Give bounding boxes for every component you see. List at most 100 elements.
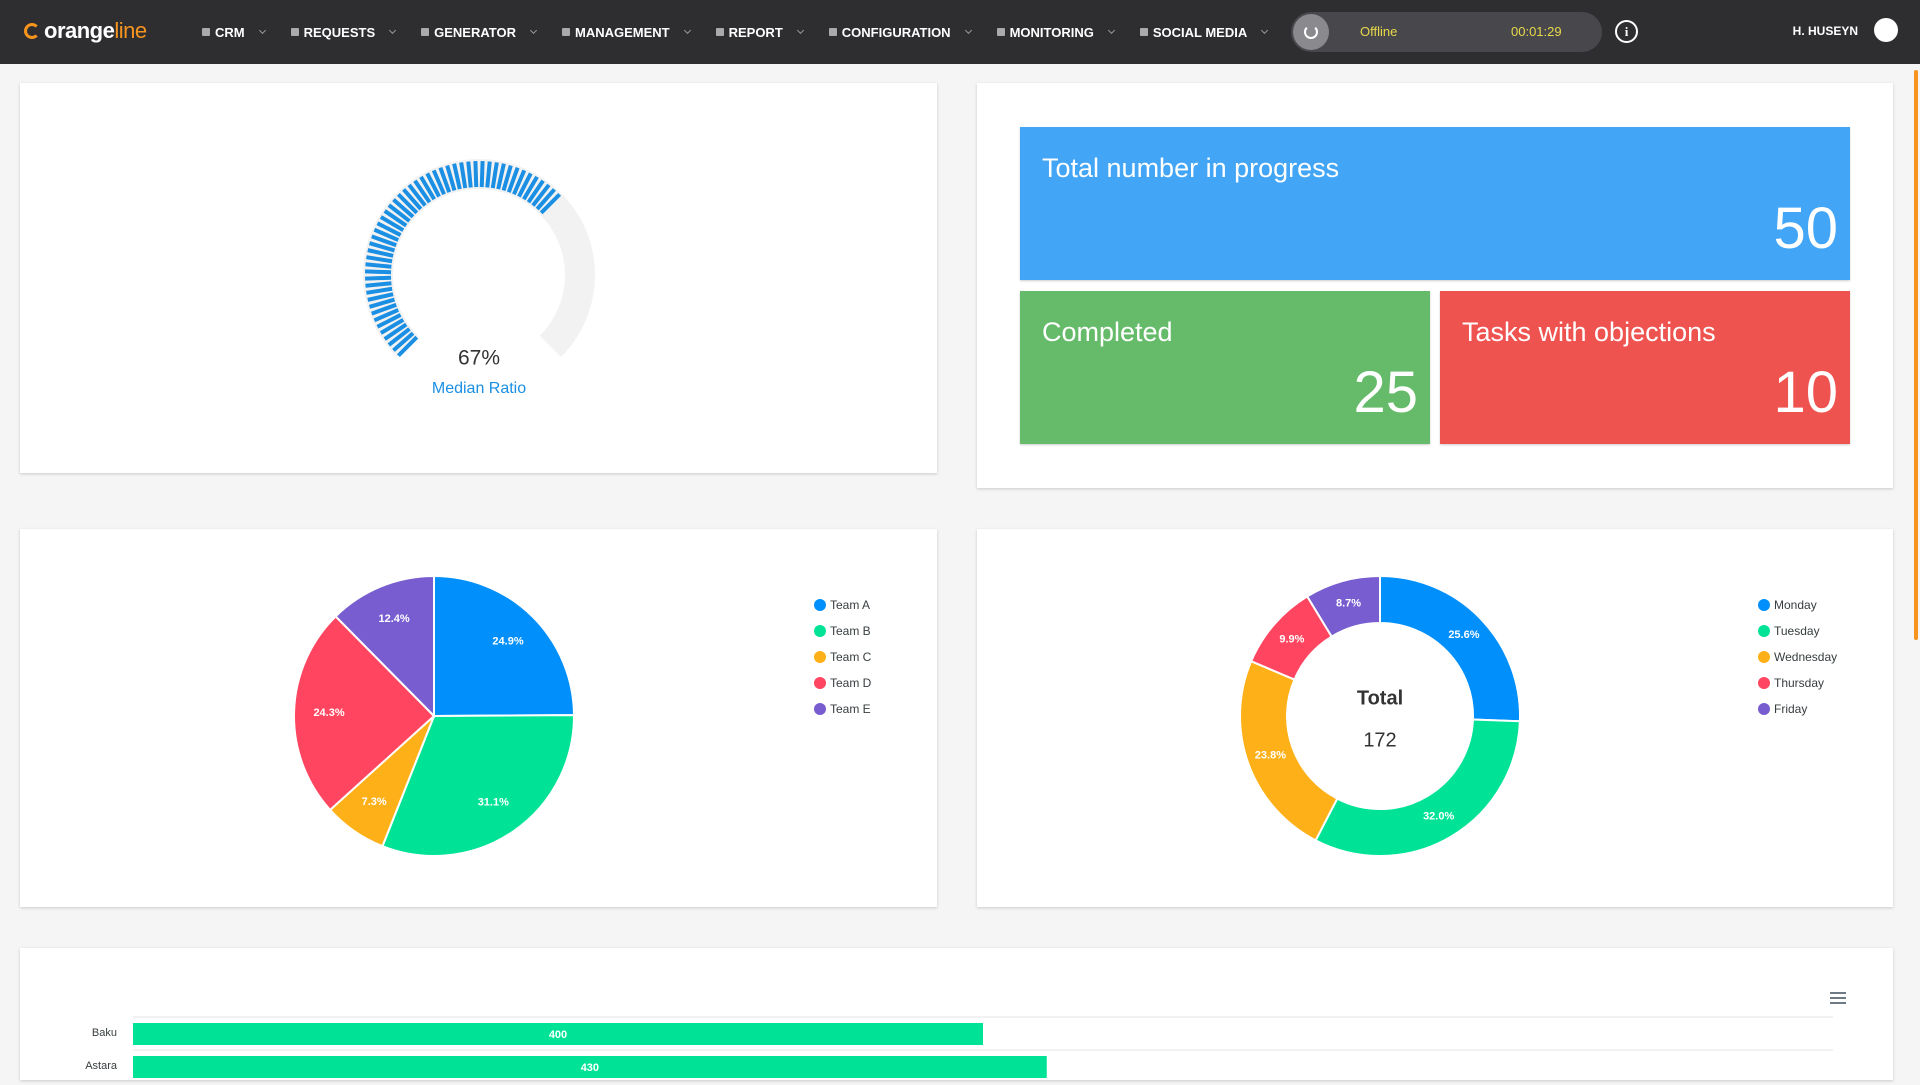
nav-icon bbox=[715, 28, 724, 36]
legend-label: Tuesday bbox=[1774, 624, 1820, 638]
caret bbox=[683, 26, 691, 35]
gauge-stripe bbox=[373, 227, 400, 242]
legend-label: Thursday bbox=[1774, 676, 1824, 690]
gauge-stripe bbox=[407, 183, 427, 207]
logo-icon bbox=[24, 23, 40, 39]
gauge-stripe bbox=[373, 308, 400, 323]
gauge-stripe bbox=[371, 302, 397, 316]
gauge-stripe bbox=[512, 169, 527, 196]
slice-label: 24.3% bbox=[313, 707, 344, 719]
stat-value: 50 bbox=[1773, 196, 1838, 261]
gauge-stripe bbox=[473, 160, 479, 188]
nav-label: GENERATOR bbox=[434, 24, 516, 40]
timer: 00:01:29 bbox=[1511, 24, 1562, 39]
gauge-stripe bbox=[376, 221, 402, 237]
gauge-stripe bbox=[365, 262, 392, 269]
stat-box: Completed 25 bbox=[1020, 291, 1430, 444]
nav-icon bbox=[202, 28, 210, 36]
gauge-stripe bbox=[364, 269, 392, 275]
legend-marker bbox=[814, 625, 826, 637]
bar-chart: 400 Baku 430 Astara bbox=[85, 992, 1846, 1078]
nav-label: REQUESTS bbox=[303, 24, 376, 40]
caret bbox=[964, 26, 972, 35]
gauge-stripe bbox=[402, 188, 423, 211]
nav-item[interactable]: REQUESTS bbox=[290, 24, 397, 40]
nav-item[interactable]: GENERATOR bbox=[421, 24, 538, 40]
caret bbox=[529, 26, 538, 35]
legend-marker bbox=[1758, 677, 1770, 689]
nav-item[interactable]: CRM bbox=[202, 25, 266, 40]
caret bbox=[1261, 26, 1269, 35]
gauge-stripe bbox=[425, 172, 441, 198]
card: 400 Baku 430 Astara bbox=[20, 948, 1893, 1080]
nav-label: SOCIAL MEDIA bbox=[1152, 24, 1248, 40]
scrollbar[interactable] bbox=[1914, 70, 1918, 640]
stat-label: Completed bbox=[1042, 317, 1173, 347]
gauge-stripe bbox=[365, 281, 392, 288]
gauge-label: Median Ratio bbox=[432, 380, 526, 397]
gauge-stripe bbox=[367, 292, 394, 302]
gauge-stripe bbox=[387, 203, 411, 223]
menu-button[interactable] bbox=[1830, 992, 1846, 1004]
gauge-stripe bbox=[368, 297, 396, 309]
slice-label: 31.1% bbox=[478, 797, 509, 809]
gauge-stripe bbox=[517, 172, 533, 198]
gauge-stripe bbox=[376, 313, 402, 329]
gauge-stripe bbox=[438, 167, 452, 193]
nav-item[interactable]: MANAGEMENT bbox=[561, 25, 691, 40]
y-tick-label: Baku bbox=[92, 1027, 117, 1039]
caret bbox=[258, 26, 266, 35]
power-button[interactable] bbox=[1293, 14, 1329, 50]
gauge-stripe bbox=[431, 169, 446, 196]
card: 24.9% 31.1% 7.3% 24.3% 12.4% Team A Team B Team… bbox=[20, 529, 937, 907]
nav-item[interactable]: REPORT bbox=[715, 25, 804, 40]
legend-label: Team E bbox=[830, 702, 871, 716]
stat-value: 10 bbox=[1773, 360, 1838, 425]
gauge-stripe bbox=[479, 160, 485, 188]
total-label: Total bbox=[1357, 687, 1403, 709]
gauge-stripe bbox=[459, 162, 468, 189]
card: 67% Median Ratio bbox=[20, 83, 937, 473]
info-button[interactable]: i bbox=[1615, 20, 1638, 43]
logo-text: line bbox=[114, 18, 147, 43]
nav-label: CONFIGURATION bbox=[841, 24, 951, 40]
legend-marker bbox=[814, 703, 826, 715]
total-value: 172 bbox=[1363, 729, 1396, 751]
legend-marker bbox=[1758, 625, 1770, 637]
legend-label: Team C bbox=[830, 650, 872, 664]
slice-label: 7.3% bbox=[362, 796, 387, 808]
nav-icon bbox=[1139, 28, 1148, 36]
legend-label: Team A bbox=[830, 598, 870, 612]
slice-label: 25.6% bbox=[1448, 629, 1479, 641]
gauge-stripe bbox=[367, 248, 394, 258]
slice bbox=[1305, 574, 1381, 638]
avatar[interactable] bbox=[1874, 18, 1898, 42]
nav-item[interactable]: MONITORING bbox=[996, 25, 1115, 40]
nav-item[interactable]: SOCIAL MEDIA bbox=[1139, 24, 1269, 40]
y-tick-label: Astara bbox=[85, 1060, 118, 1072]
slice-label: 9.9% bbox=[1279, 634, 1304, 646]
logo[interactable]: orange line bbox=[24, 18, 147, 44]
nav-icon bbox=[996, 28, 1005, 36]
bar bbox=[133, 1023, 983, 1045]
gauge-stripe bbox=[364, 275, 392, 281]
bar-value: 430 bbox=[581, 1062, 599, 1074]
slice-label: 23.8% bbox=[1255, 749, 1286, 761]
gauge-stripe bbox=[368, 241, 396, 253]
gauge-stripe bbox=[535, 188, 556, 211]
nav-icon bbox=[561, 28, 570, 36]
gauge-track bbox=[363, 159, 595, 358]
card: Total number in progress 50 Completed 25 Tas… bbox=[977, 83, 1893, 488]
donut-chart: 25.6% 32.0% 23.8% 9.9% 8.7% Monday Tuesday Wedn… bbox=[1239, 574, 1837, 857]
gauge-stripe bbox=[526, 179, 545, 204]
caret bbox=[1107, 26, 1115, 35]
bar bbox=[133, 1056, 1047, 1078]
legend-label: Monday bbox=[1774, 598, 1817, 612]
nav: CRM REQUESTS GENERATOR MANAGEMENT REPORT CONF… bbox=[202, 0, 1410, 64]
user-name[interactable]: H. HUSEYN bbox=[1792, 24, 1858, 38]
nav-item[interactable]: CONFIGURATION bbox=[828, 24, 972, 40]
legend-label: Friday bbox=[1774, 702, 1807, 716]
legend-marker bbox=[1758, 651, 1770, 663]
gauge-stripe bbox=[396, 335, 419, 358]
